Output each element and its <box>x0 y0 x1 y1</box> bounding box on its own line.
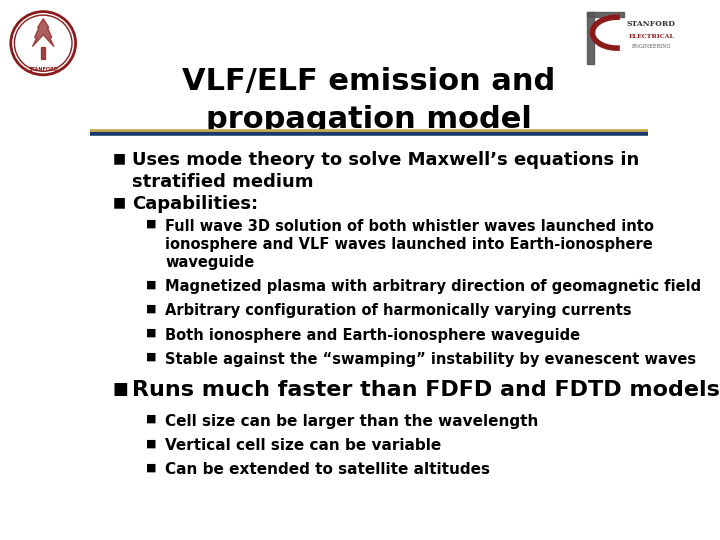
Text: ■: ■ <box>112 195 125 209</box>
Text: Both ionosphere and Earth-ionosphere waveguide: Both ionosphere and Earth-ionosphere wav… <box>166 328 580 342</box>
Text: Runs much faster than FDFD and FDTD models:: Runs much faster than FDFD and FDTD mode… <box>132 380 720 400</box>
Text: Magnetized plasma with arbitrary direction of geomagnetic field: Magnetized plasma with arbitrary directi… <box>166 279 701 294</box>
Text: Can be extended to satellite altitudes: Can be extended to satellite altitudes <box>166 462 490 477</box>
Text: Uses mode theory to solve Maxwell’s equations in
stratified medium: Uses mode theory to solve Maxwell’s equa… <box>132 151 639 192</box>
Text: ■: ■ <box>145 219 156 229</box>
Polygon shape <box>587 11 594 64</box>
Text: ENGINEERING: ENGINEERING <box>631 44 671 49</box>
Text: ■: ■ <box>145 414 156 424</box>
Text: ■: ■ <box>112 151 125 165</box>
Text: ELECTRICAL: ELECTRICAL <box>629 33 674 39</box>
Text: Vertical cell size can be variable: Vertical cell size can be variable <box>166 438 441 453</box>
Text: ■: ■ <box>145 462 156 472</box>
Text: ■: ■ <box>145 438 156 448</box>
Text: Arbitrary configuration of harmonically varying currents: Arbitrary configuration of harmonically … <box>166 303 632 319</box>
Text: ■: ■ <box>145 352 156 362</box>
Text: ■: ■ <box>145 279 156 289</box>
Text: ■: ■ <box>145 303 156 313</box>
Polygon shape <box>41 47 45 59</box>
Text: VLF/ELF emission and
propagation model: VLF/ELF emission and propagation model <box>182 66 556 134</box>
Text: STANFORD: STANFORD <box>28 68 58 72</box>
Text: Capabilities:: Capabilities: <box>132 195 258 213</box>
Polygon shape <box>32 18 54 47</box>
Text: Cell size can be larger than the wavelength: Cell size can be larger than the wavelen… <box>166 414 539 429</box>
Polygon shape <box>587 11 624 17</box>
Text: STANFORD: STANFORD <box>626 19 676 28</box>
Text: Full wave 3D solution of both whistler waves launched into
ionosphere and VLF wa: Full wave 3D solution of both whistler w… <box>166 219 654 270</box>
Text: Stable against the “swamping” instability by evanescent waves: Stable against the “swamping” instabilit… <box>166 352 696 367</box>
Text: ■: ■ <box>112 380 128 398</box>
Text: ■: ■ <box>145 328 156 338</box>
